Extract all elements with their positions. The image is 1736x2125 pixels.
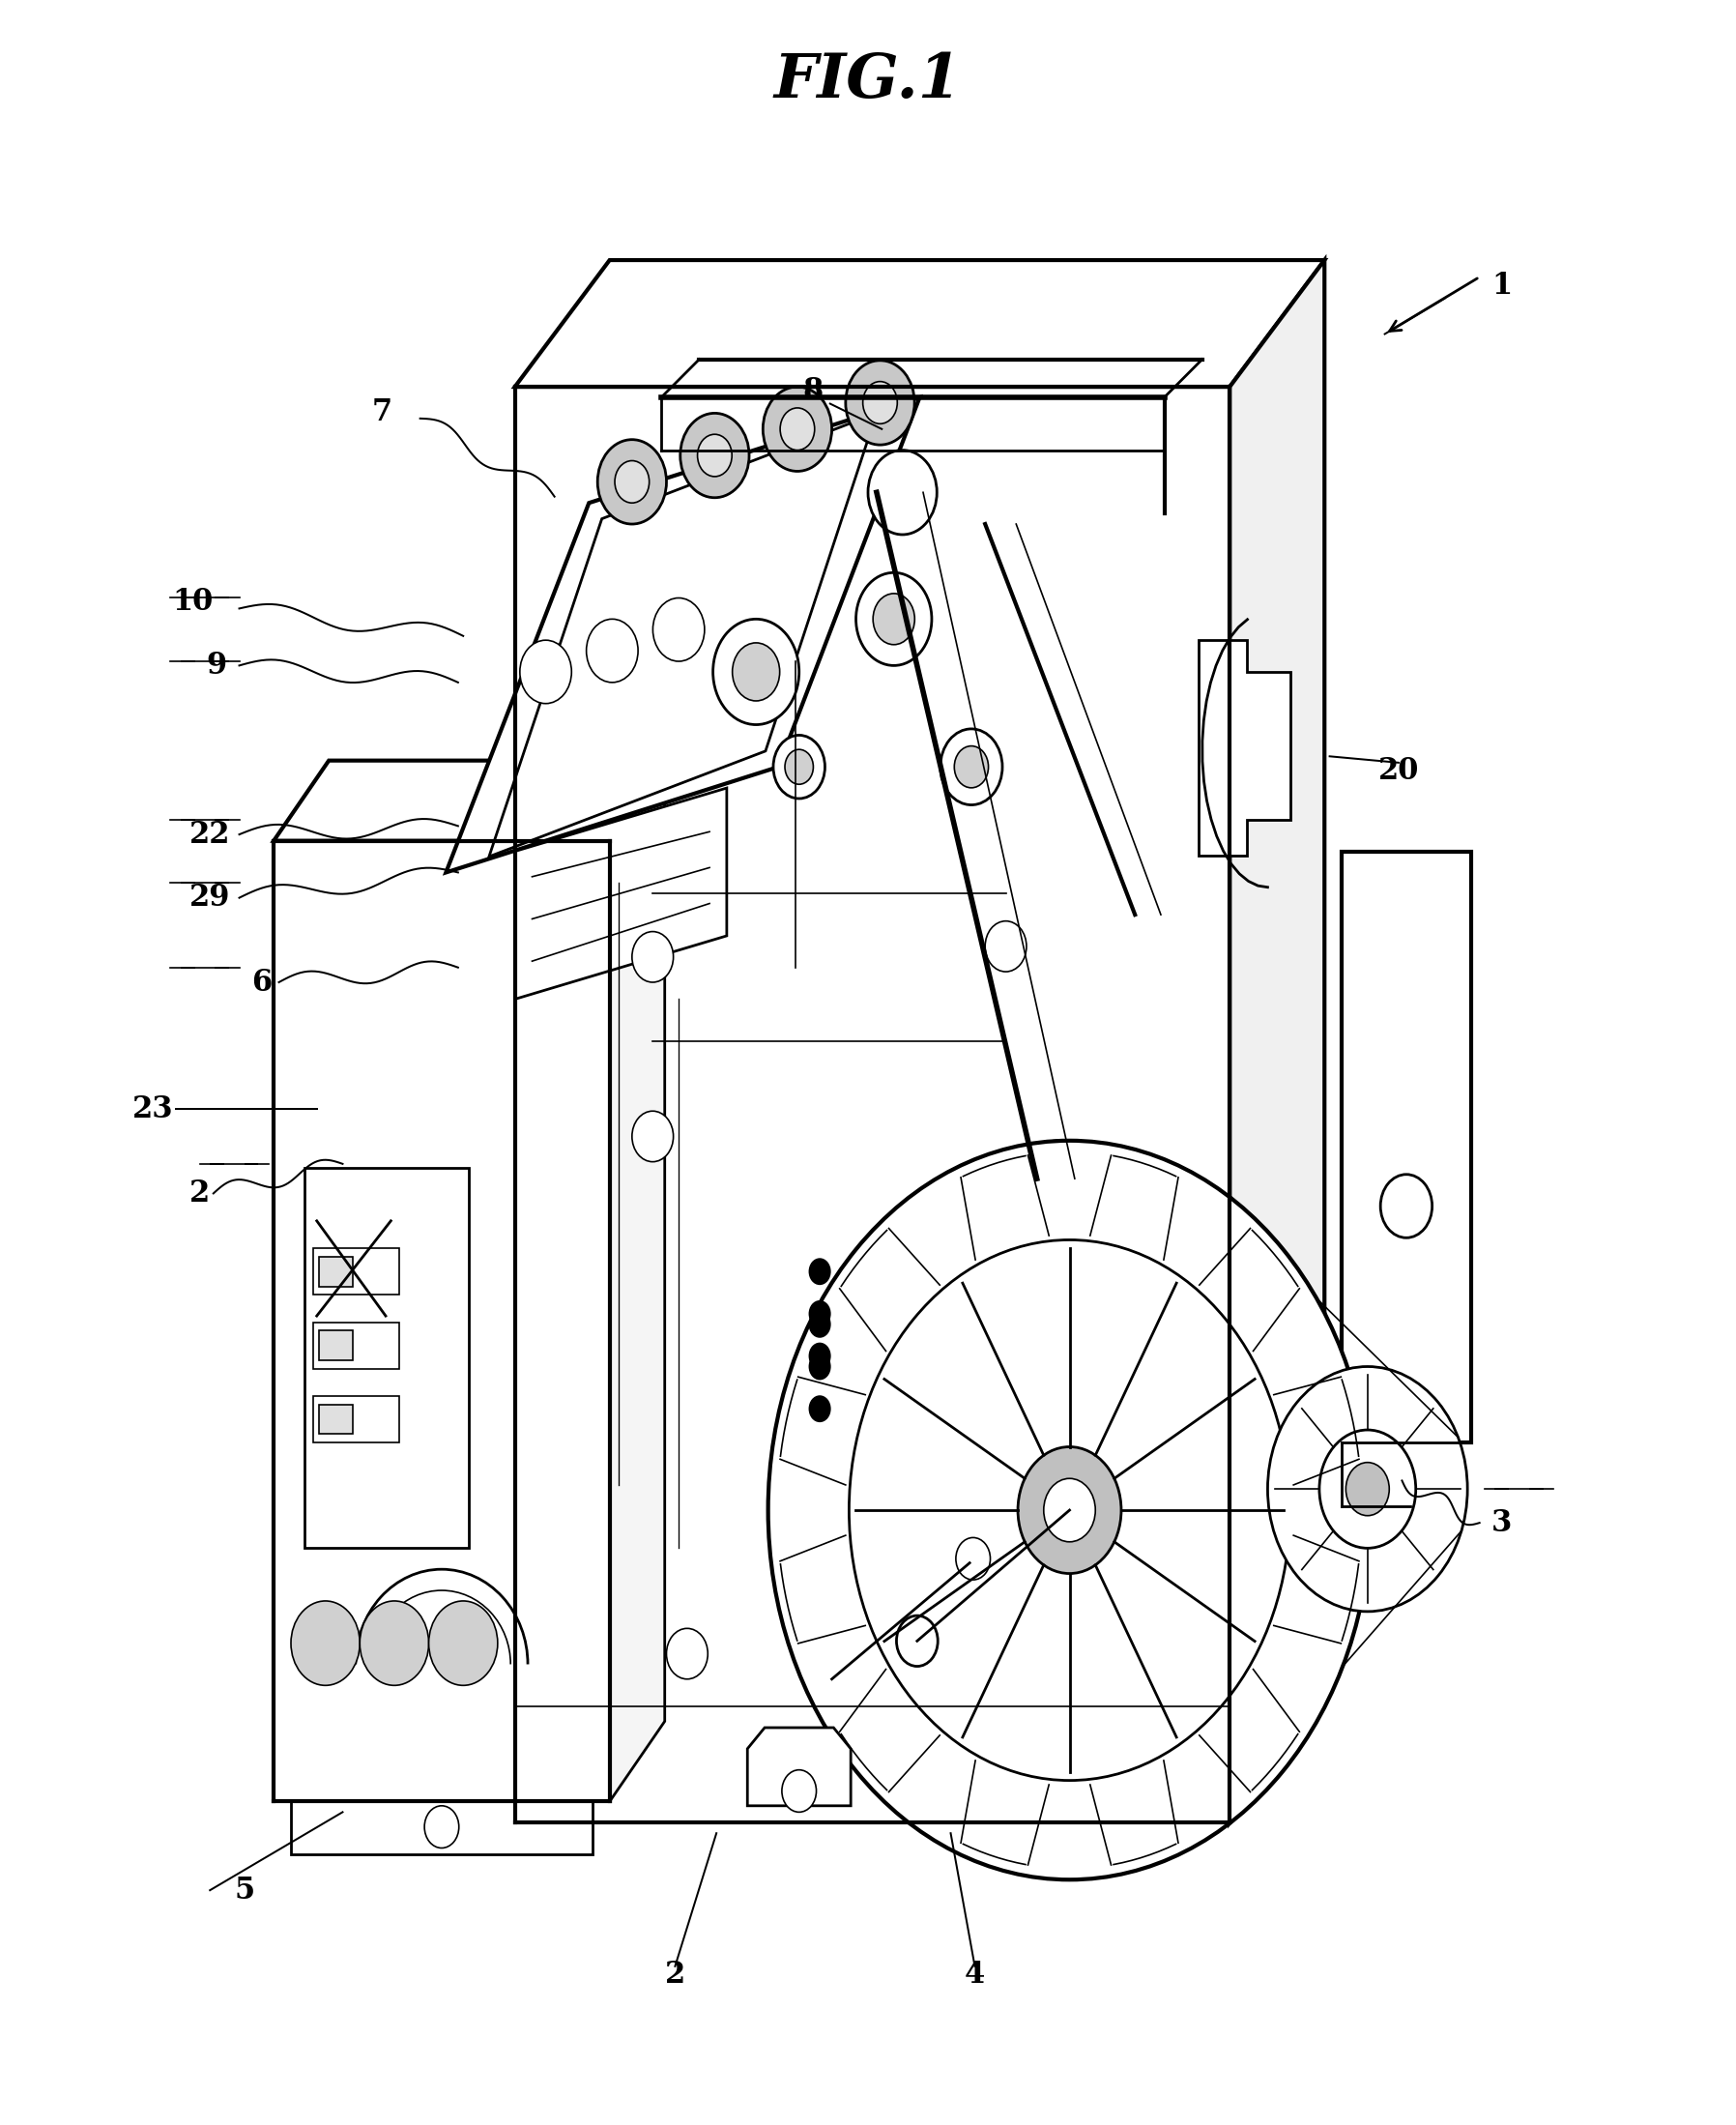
Circle shape: [773, 735, 825, 799]
Text: 29: 29: [189, 882, 231, 914]
Text: 7: 7: [372, 397, 392, 427]
Circle shape: [1345, 1462, 1389, 1515]
Circle shape: [809, 1300, 830, 1326]
Circle shape: [856, 572, 932, 665]
Circle shape: [809, 1396, 830, 1422]
Polygon shape: [446, 397, 920, 873]
FancyBboxPatch shape: [306, 1169, 469, 1549]
Text: 20: 20: [1378, 756, 1418, 786]
Circle shape: [809, 1258, 830, 1284]
Text: FIG.1: FIG.1: [774, 51, 962, 110]
Circle shape: [615, 461, 649, 504]
Text: 23: 23: [132, 1094, 174, 1124]
Circle shape: [785, 750, 812, 784]
Polygon shape: [1342, 852, 1470, 1443]
Text: 22: 22: [189, 820, 231, 850]
Circle shape: [587, 618, 639, 682]
Circle shape: [292, 1600, 359, 1685]
Circle shape: [957, 1538, 990, 1579]
Circle shape: [779, 408, 814, 450]
Polygon shape: [292, 1802, 592, 1855]
Circle shape: [849, 1239, 1290, 1781]
Circle shape: [984, 920, 1026, 971]
Circle shape: [896, 1615, 937, 1666]
Polygon shape: [516, 259, 1325, 387]
Text: 4: 4: [965, 1959, 984, 1989]
Circle shape: [781, 1770, 816, 1813]
Circle shape: [767, 1141, 1371, 1881]
Circle shape: [955, 746, 988, 788]
Circle shape: [809, 1311, 830, 1337]
Circle shape: [597, 440, 667, 525]
Circle shape: [713, 618, 799, 725]
FancyBboxPatch shape: [318, 1330, 352, 1360]
Circle shape: [809, 1343, 830, 1368]
Circle shape: [1017, 1447, 1121, 1572]
Circle shape: [733, 644, 779, 701]
Circle shape: [1380, 1175, 1432, 1237]
Polygon shape: [609, 761, 665, 1802]
Circle shape: [632, 1111, 674, 1162]
Circle shape: [762, 387, 832, 472]
Circle shape: [1043, 1479, 1095, 1543]
Text: 2: 2: [665, 1959, 686, 1989]
FancyBboxPatch shape: [312, 1247, 399, 1294]
Circle shape: [359, 1600, 429, 1685]
Text: 9: 9: [207, 650, 227, 680]
Polygon shape: [1229, 259, 1325, 1823]
Text: 10: 10: [172, 586, 214, 616]
Circle shape: [632, 931, 674, 982]
Polygon shape: [516, 788, 727, 999]
FancyBboxPatch shape: [318, 1256, 352, 1286]
Polygon shape: [1200, 640, 1290, 856]
Circle shape: [424, 1806, 458, 1849]
Circle shape: [873, 593, 915, 644]
Circle shape: [809, 1354, 830, 1379]
Circle shape: [1319, 1430, 1417, 1549]
Circle shape: [1026, 1141, 1088, 1218]
Circle shape: [941, 729, 1002, 805]
Text: 6: 6: [252, 967, 273, 997]
Circle shape: [1267, 1366, 1467, 1611]
Circle shape: [429, 1600, 498, 1685]
Circle shape: [845, 361, 915, 444]
FancyBboxPatch shape: [312, 1396, 399, 1443]
Circle shape: [653, 597, 705, 661]
Text: 2: 2: [189, 1179, 210, 1209]
Text: 3: 3: [1491, 1509, 1512, 1538]
Circle shape: [863, 382, 898, 423]
Circle shape: [667, 1628, 708, 1679]
Text: 1: 1: [1491, 270, 1512, 300]
Circle shape: [519, 640, 571, 703]
Circle shape: [868, 450, 937, 536]
Text: 5: 5: [234, 1874, 255, 1906]
Text: 8: 8: [802, 376, 823, 406]
FancyBboxPatch shape: [312, 1322, 399, 1368]
Circle shape: [681, 412, 750, 497]
Circle shape: [698, 434, 733, 476]
Polygon shape: [274, 761, 665, 842]
FancyBboxPatch shape: [318, 1405, 352, 1434]
Polygon shape: [748, 1728, 851, 1806]
